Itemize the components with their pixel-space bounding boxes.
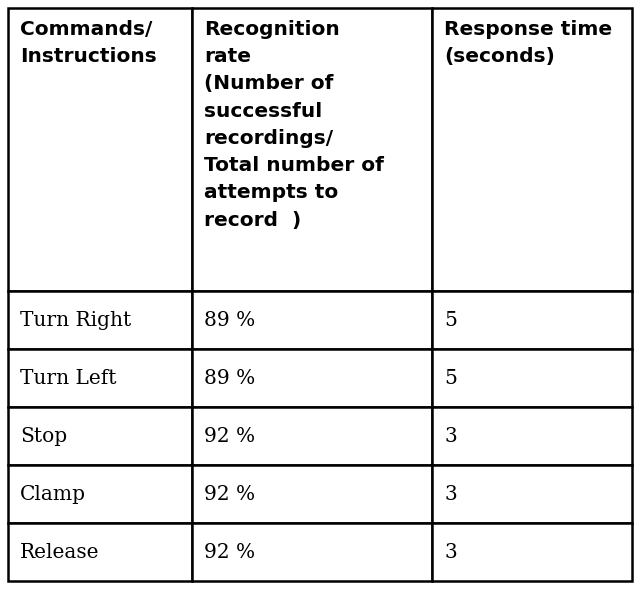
Bar (8, 8, 192, 291)
Bar (433, 8, 632, 291)
Text: 89 %: 89 % (204, 310, 255, 329)
Bar (192, 465, 433, 523)
Text: Commands/
Instructions: Commands/ Instructions (20, 20, 157, 66)
Text: 3: 3 (444, 426, 457, 445)
Text: 3: 3 (444, 542, 457, 561)
Text: 5: 5 (444, 310, 457, 329)
Bar (8, 465, 192, 523)
Bar (433, 407, 632, 465)
Text: 89 %: 89 % (204, 369, 255, 388)
Bar (8, 349, 192, 407)
Text: 92 %: 92 % (204, 426, 255, 445)
Bar (8, 523, 192, 581)
Bar (8, 291, 192, 349)
Bar (433, 349, 632, 407)
Bar (192, 291, 433, 349)
Text: Turn Left: Turn Left (20, 369, 116, 388)
Text: Clamp: Clamp (20, 485, 86, 504)
Text: 5: 5 (444, 369, 457, 388)
Text: Response time
(seconds): Response time (seconds) (444, 20, 612, 66)
Bar (192, 523, 433, 581)
Text: Release: Release (20, 542, 99, 561)
Text: 92 %: 92 % (204, 542, 255, 561)
Text: Stop: Stop (20, 426, 67, 445)
Text: Recognition
rate
(Number of
successful
recordings/
Total number of
attempts to
r: Recognition rate (Number of successful r… (204, 20, 384, 230)
Text: 92 %: 92 % (204, 485, 255, 504)
Bar (192, 8, 433, 291)
Text: Turn Right: Turn Right (20, 310, 131, 329)
Text: 3: 3 (444, 485, 457, 504)
Bar (8, 407, 192, 465)
Bar (433, 523, 632, 581)
Bar (433, 291, 632, 349)
Bar (192, 407, 433, 465)
Bar (192, 349, 433, 407)
Bar (433, 465, 632, 523)
